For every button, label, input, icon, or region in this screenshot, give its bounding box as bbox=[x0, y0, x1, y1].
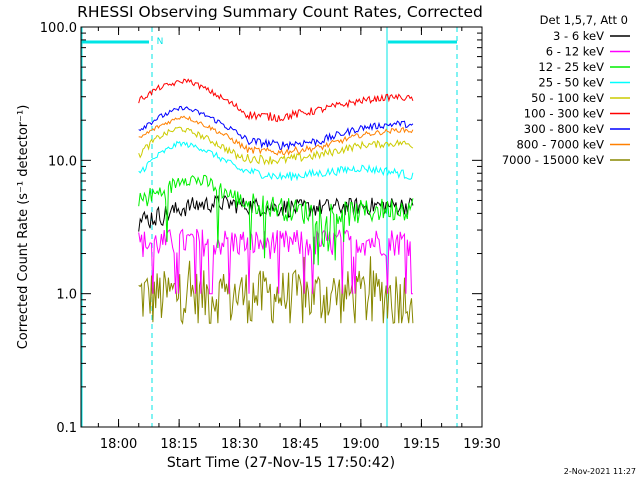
series-line-50-100-kev bbox=[138, 126, 414, 166]
legend-label-6: 300 - 800 keV bbox=[524, 122, 604, 136]
series-line-800-7000-kev bbox=[138, 115, 414, 156]
legend-label-7: 800 - 7000 keV bbox=[516, 138, 604, 152]
y-tick-label-2: 10.0 bbox=[48, 154, 77, 169]
x-tick-label-2: 18:30 bbox=[221, 437, 258, 452]
chart-title: RHESSI Observing Summary Count Rates, Co… bbox=[77, 3, 483, 21]
x-tick-label-4: 19:00 bbox=[342, 437, 379, 452]
legend-label-4: 50 - 100 keV bbox=[531, 91, 604, 105]
x-tick-label-1: 18:15 bbox=[160, 437, 197, 452]
x-tick-label-5: 19:15 bbox=[403, 437, 440, 452]
series-line-12-25-kev bbox=[138, 174, 414, 266]
legend-header: Det 1,5,7, Att 0 bbox=[540, 13, 628, 27]
series-line-25-50-kev bbox=[138, 140, 414, 182]
legend-label-8: 7000 - 15000 keV bbox=[502, 153, 604, 167]
legend-label-5: 100 - 300 keV bbox=[524, 107, 604, 121]
series-layer bbox=[138, 78, 414, 325]
y-axis-label: Corrected Count Rate (s⁻¹ detector⁻¹) bbox=[16, 105, 31, 350]
x-axis-label: Start Time (27-Nov-15 17:50:42) bbox=[167, 455, 395, 471]
night-marker: N bbox=[157, 37, 164, 47]
y-tick-label-1: 1.0 bbox=[56, 288, 77, 303]
x-tick-label-3: 18:45 bbox=[282, 437, 319, 452]
observing-bands bbox=[81, 27, 458, 427]
series-line-100-300-kev bbox=[138, 78, 414, 123]
axes: 18:00 18:15 18:30 18:45 19:00 19:15 19:30 0.1 1.… bbox=[40, 21, 501, 452]
legend-label-3: 25 - 50 keV bbox=[538, 76, 604, 90]
series-line-300-800-kev bbox=[138, 105, 414, 151]
y-tick-label-0: 0.1 bbox=[56, 421, 77, 436]
legend-label-1: 6 - 12 keV bbox=[546, 45, 604, 59]
x-tick-label-6: 19:30 bbox=[463, 437, 500, 452]
series-line-6-12-kev bbox=[138, 228, 413, 295]
series-line-3-6-kev bbox=[138, 194, 414, 232]
plot-frame bbox=[80, 26, 483, 428]
legend-label-2: 12 - 25 keV bbox=[538, 60, 604, 74]
x-tick-label-0: 18:00 bbox=[100, 437, 137, 452]
annotation-date: 2-Nov-2021 11:27 bbox=[564, 467, 636, 476]
legend-label-0: 3 - 6 keV bbox=[553, 29, 604, 43]
series-line-7000-15000-kev bbox=[138, 256, 414, 325]
y-tick-label-3: 100.0 bbox=[40, 21, 77, 36]
